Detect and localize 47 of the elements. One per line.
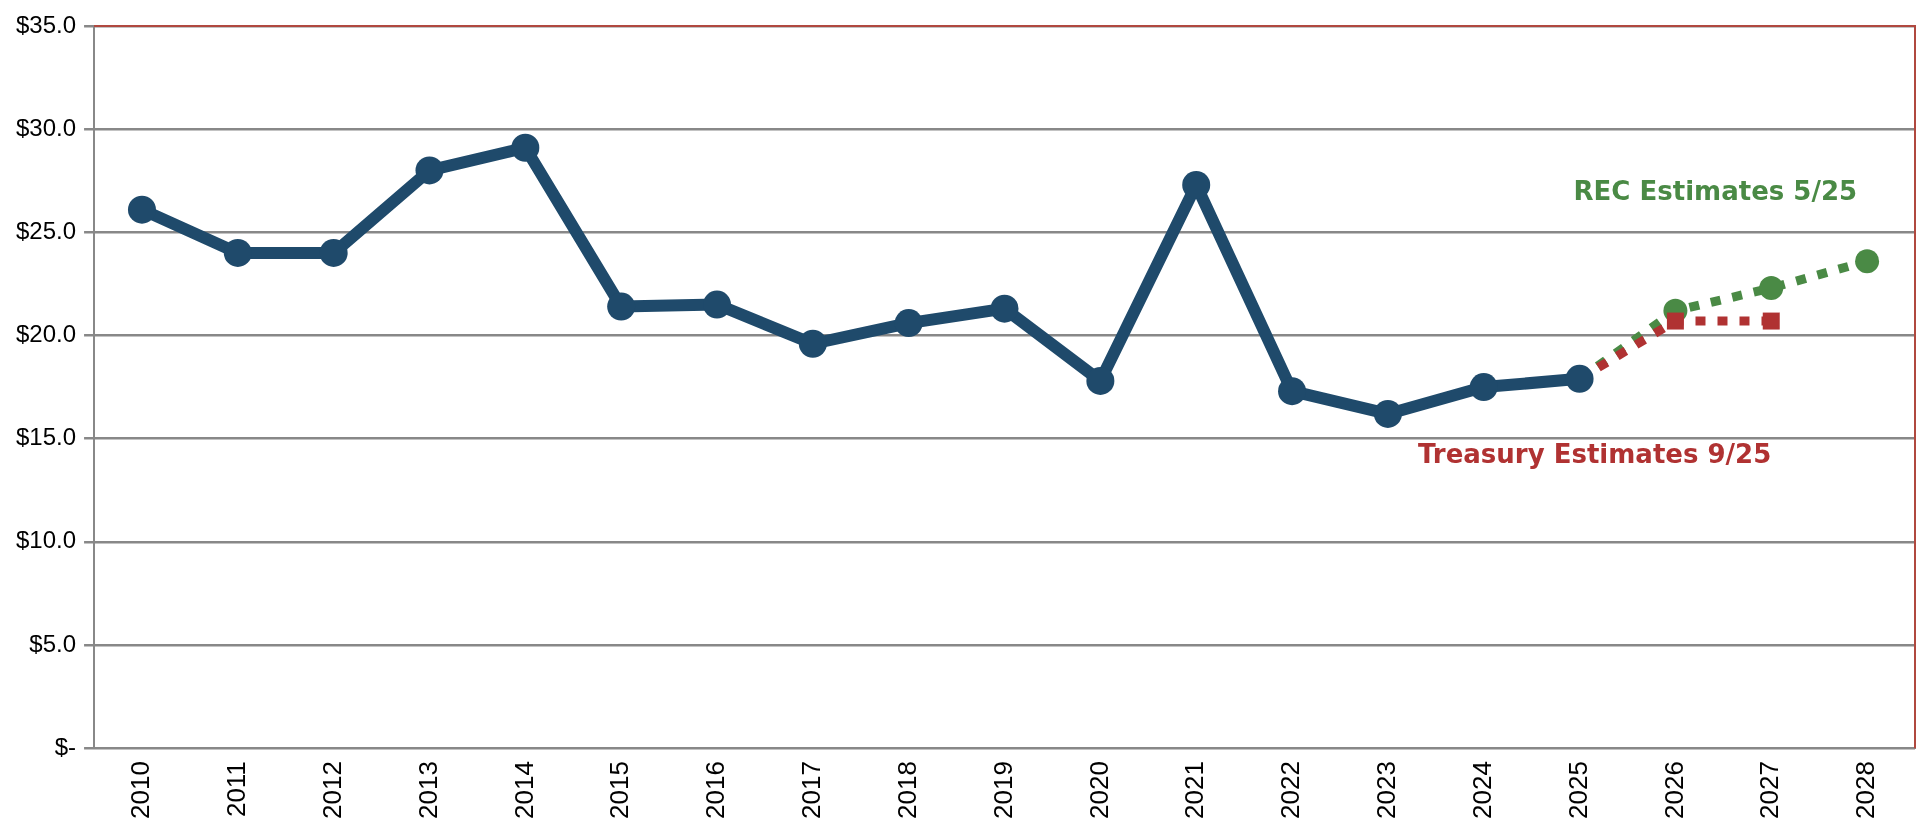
y-tick-label: $20.0 — [16, 320, 77, 348]
point — [798, 329, 827, 358]
y-tick-label: $- — [54, 732, 77, 760]
point — [1469, 373, 1498, 402]
point — [319, 238, 348, 267]
x-tick-label: 2018 — [891, 761, 922, 819]
point — [223, 238, 252, 267]
y-tick-label: $25.0 — [16, 216, 77, 244]
point — [415, 156, 444, 185]
series-label: REC Estimates 5/25 — [1573, 175, 1858, 206]
x-tick-label: 2027 — [1754, 761, 1785, 819]
point — [1666, 312, 1684, 330]
x-tick-label: 2021 — [1179, 761, 1210, 819]
y-tick-label: $35.0 — [16, 10, 77, 38]
x-tick-label: 2012 — [316, 761, 347, 819]
x-tick-label: 2022 — [1275, 761, 1306, 819]
point — [607, 292, 636, 321]
x-tick-label: 2019 — [987, 761, 1018, 819]
y-tick-label: $15.0 — [16, 423, 77, 451]
x-tick-label: 2024 — [1466, 761, 1497, 819]
y-tick-label: $5.0 — [29, 629, 77, 657]
point — [1855, 249, 1880, 274]
x-tick-label: 2023 — [1371, 761, 1402, 819]
point — [1278, 377, 1307, 406]
point — [127, 195, 156, 224]
x-tick-label: 2016 — [700, 761, 731, 819]
x-tick-label: 2015 — [604, 761, 635, 819]
x-tick-label: 2026 — [1658, 761, 1689, 819]
y-tick-label: $30.0 — [16, 113, 77, 141]
point — [990, 294, 1019, 323]
y-tick-label: $10.0 — [16, 526, 77, 554]
x-tick-label: 2025 — [1562, 761, 1593, 819]
x-tick-label: 2014 — [508, 761, 539, 819]
x-tick-label: 2013 — [412, 761, 443, 819]
point — [511, 133, 540, 162]
x-tick-label: 2020 — [1083, 761, 1114, 819]
point — [1373, 399, 1402, 428]
point — [1762, 312, 1780, 330]
point — [894, 309, 923, 338]
point — [1086, 366, 1115, 395]
x-tick-label: 2028 — [1850, 761, 1881, 819]
text: Treasury Estimates 9/25 — [1417, 438, 1772, 469]
x-tick-label: 2011 — [220, 761, 251, 818]
point — [703, 290, 732, 319]
x-tick-label: 2010 — [125, 761, 156, 819]
point — [1759, 276, 1784, 301]
x-tick-label: 2017 — [796, 761, 827, 819]
